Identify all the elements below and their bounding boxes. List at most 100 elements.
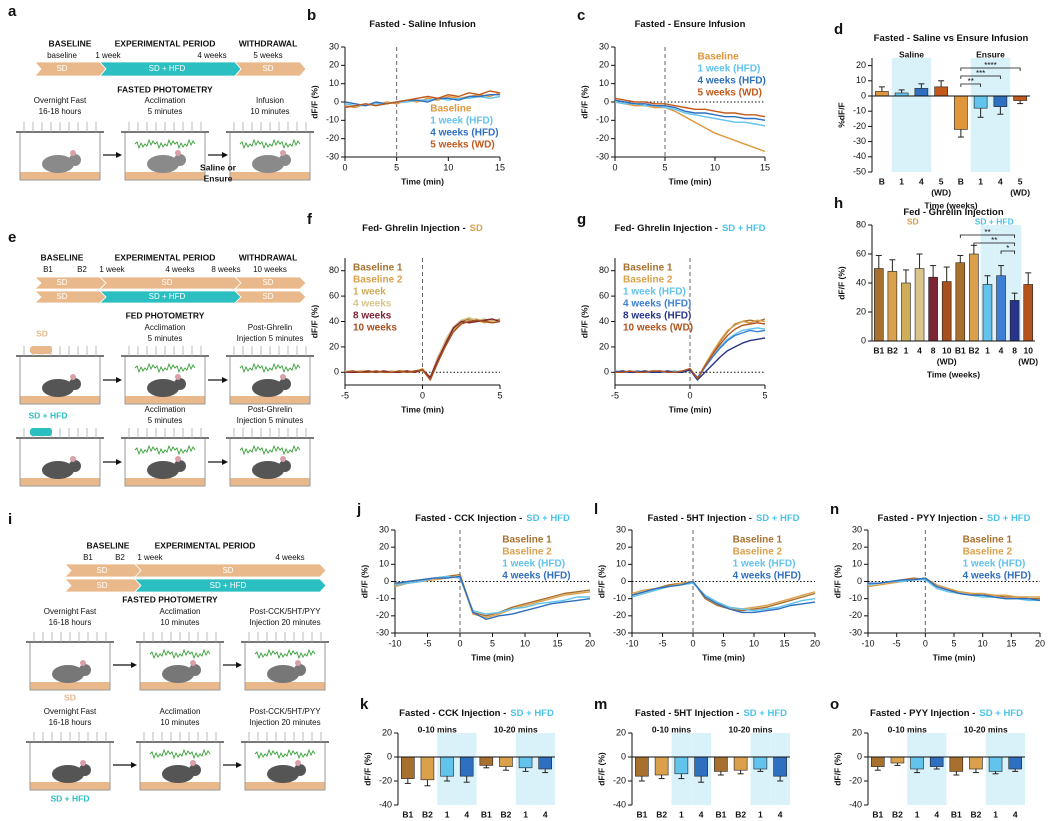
photometry-trace	[149, 648, 211, 660]
y-tick-label: -30	[853, 136, 866, 146]
series-line	[868, 577, 1041, 602]
y-tick-label: 0	[857, 751, 862, 761]
x-tick-label: 10	[942, 345, 952, 355]
schematic-label: 1 week	[99, 265, 125, 274]
x-tick-label: 5	[662, 162, 667, 172]
x-tick-label: -10	[625, 638, 638, 648]
schematic-label: BASELINE	[87, 540, 130, 550]
mouse-body	[267, 765, 299, 783]
chart-title: Fasted - PYY Injection - SD + HFD	[878, 513, 1031, 524]
mouse-head	[279, 378, 291, 390]
arrow-head	[116, 377, 122, 383]
title-text: Fasted - 5HT Injection -	[635, 708, 740, 719]
schematic-label: Injection 5 minutes	[237, 334, 304, 343]
x-tick-label: B	[879, 176, 885, 186]
legend-entry: 4 weeks (HFD)	[623, 299, 691, 310]
x-tick-label: B1	[402, 809, 413, 819]
x-tick-label: 10	[710, 162, 720, 172]
x-tick-label: B2	[887, 345, 898, 355]
legend-entry: 4 weeks	[353, 299, 392, 310]
arrow-head	[116, 459, 122, 465]
y-tick-label: 10	[599, 78, 609, 88]
mouse-head	[69, 154, 81, 166]
title-text: Fasted - PYY Injection -	[870, 708, 975, 719]
y-tick-label: 40	[329, 316, 339, 326]
mouse-body	[147, 155, 179, 173]
schematic-label: B1	[43, 265, 53, 274]
schematic-label: Post-CCK/5HT/PYY	[249, 707, 321, 716]
significance-bracket	[960, 67, 1021, 71]
y-tick-label: 30	[379, 524, 389, 534]
y-tick-label: 0	[334, 367, 339, 377]
y-tick-label: -40	[379, 799, 392, 809]
schematic-label: e	[8, 229, 16, 246]
mouse-ear	[175, 150, 181, 156]
series-line	[394, 575, 591, 620]
arrow-head	[222, 459, 228, 465]
mouse-head	[294, 664, 306, 676]
x-tick-label: 1	[899, 176, 904, 186]
y-axis-label: dF/F (%)	[836, 266, 846, 300]
group-label: 10-20 mins	[494, 724, 538, 734]
y-tick-label: 20	[329, 341, 339, 351]
x-tick-sublabel: (WD)	[931, 187, 951, 197]
legend-entry: 4 weeks (HFD)	[430, 128, 498, 139]
cage-bedding	[140, 682, 220, 690]
chart-title: Fasted - Saline Infusion	[369, 19, 476, 30]
y-tick-label: 0	[861, 90, 866, 100]
x-tick-label: 1	[978, 176, 983, 186]
x-tick-label: 4	[934, 809, 939, 819]
schematic-label: SD	[56, 278, 67, 287]
group-label: SD + HFD	[975, 216, 1014, 226]
schematic-label: baseline	[47, 51, 77, 60]
schematic-label: SD	[96, 581, 107, 590]
bar	[914, 88, 929, 97]
x-tick-label: -5	[611, 390, 619, 400]
y-tick-label: -20	[613, 775, 626, 785]
x-tick-label: 10	[749, 638, 759, 648]
group-label: SD	[907, 216, 919, 226]
x-tick-label: -5	[658, 638, 666, 648]
cage-bedding	[20, 172, 100, 180]
cage-bedding	[30, 782, 110, 790]
group-label: 10-20 mins	[729, 724, 773, 734]
x-tick-sublabel: (WD)	[1018, 356, 1038, 366]
legend-entry: 8 weeks	[353, 311, 392, 322]
legend-entry: 1 week (HFD)	[623, 287, 686, 298]
mouse-ear	[280, 456, 286, 462]
schematic-label: SD + HFD	[29, 410, 68, 420]
bar	[874, 268, 884, 342]
x-axis-label: Time (min)	[401, 176, 444, 186]
legend-entry: 4 weeks (HFD)	[733, 571, 801, 582]
legend-entry: Baseline 2	[963, 547, 1013, 558]
schematic-label: SD + HFD	[51, 793, 90, 803]
title-text: Fasted - CCK Injection -	[399, 708, 506, 719]
x-axis-label: Time (min)	[471, 652, 514, 662]
y-axis-label: dF/F (%)	[596, 565, 606, 599]
y-tick-label: 80	[599, 265, 609, 275]
y-tick-label: -30	[326, 151, 339, 161]
x-tick-label: 4	[917, 345, 922, 355]
x-tick-label: 8	[931, 345, 936, 355]
y-tick-label: -20	[326, 133, 339, 143]
y-tick-label: 0	[621, 576, 626, 586]
schematic-label: SD	[56, 292, 67, 301]
highlight-band	[891, 58, 912, 172]
bar	[982, 284, 993, 342]
schematic-label: WITHDRAWAL	[239, 252, 298, 262]
title-text: Fed- Ghrelin Injection -	[614, 223, 717, 234]
schematic-label: 16-18 hours	[49, 718, 92, 727]
panel-label: n	[830, 501, 839, 518]
x-tick-label: 5	[497, 390, 502, 400]
y-tick-label: 40	[599, 316, 609, 326]
x-tick-label: 15	[1006, 638, 1016, 648]
schematic-label: EXPERIMENTAL PERIOD	[115, 38, 216, 48]
x-tick-label: 0	[420, 390, 425, 400]
mouse-head	[79, 764, 91, 776]
x-tick-label: B1	[873, 345, 884, 355]
x-tick-label: 20	[1035, 638, 1045, 648]
mouse-body	[162, 765, 194, 783]
legend-entry: Baseline 1	[353, 263, 403, 274]
mouse-body	[147, 379, 179, 397]
schematic-label: 10 minutes	[160, 618, 199, 627]
